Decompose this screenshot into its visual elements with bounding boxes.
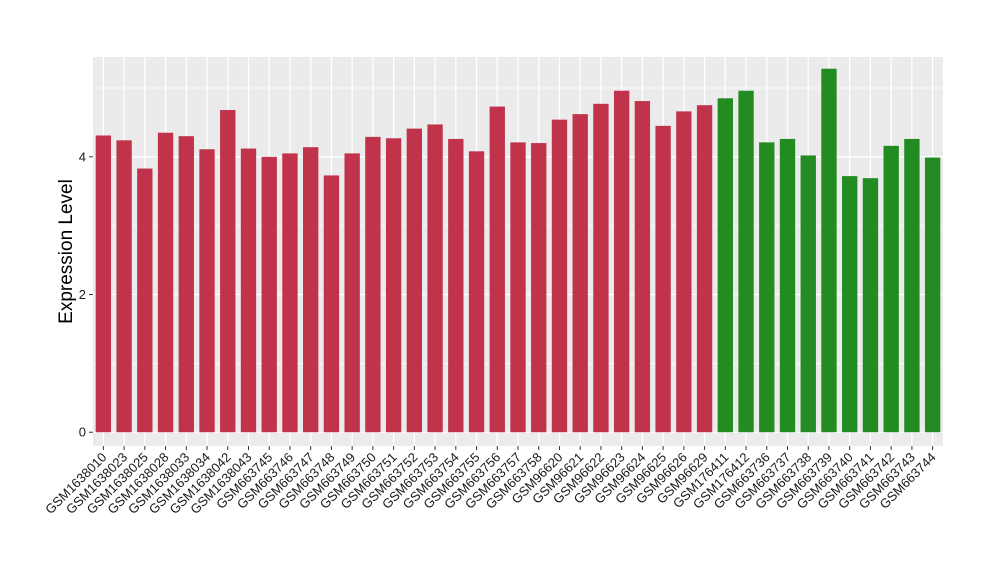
bar-gsm96622 — [593, 103, 609, 433]
bar-gsm663758 — [531, 143, 547, 433]
y-axis-title: Expression Level — [56, 179, 77, 324]
y-tick-label: 4 — [79, 149, 86, 164]
bar-gsm663746 — [282, 153, 298, 433]
bar-gsm96621 — [572, 114, 588, 433]
bar-gsm1638042 — [220, 110, 236, 433]
bar-gsm1638043 — [240, 148, 257, 433]
bar-gsm663739 — [821, 68, 837, 433]
bars — [95, 68, 941, 433]
bar-gsm663751 — [385, 138, 402, 433]
bar-gsm663738 — [800, 155, 816, 433]
bar-gsm1638028 — [157, 132, 174, 433]
bar-gsm663744 — [924, 157, 941, 433]
bar-gsm663757 — [510, 142, 526, 433]
bar-gsm1638023 — [116, 140, 132, 433]
bar-gsm1638033 — [178, 136, 194, 433]
y-tick-label: 0 — [79, 425, 86, 440]
bar-gsm663753 — [427, 124, 443, 433]
bar-gsm96629 — [696, 105, 713, 433]
y-axis-ticks: 0 2 4 — [79, 149, 93, 440]
x-axis-ticks: GSM1638010GSM1638023GSM1638025GSM1638028… — [42, 446, 939, 517]
bar-gsm663736 — [759, 142, 775, 433]
bar-gsm663741 — [862, 178, 879, 433]
bar-gsm1638010 — [95, 135, 112, 433]
bar-gsm663752 — [406, 128, 423, 433]
bar-gsm663754 — [448, 138, 464, 433]
bar-gsm176412 — [738, 90, 754, 433]
bar-gsm663747 — [303, 147, 319, 433]
bar-gsm663748 — [323, 175, 340, 433]
bar-gsm96623 — [613, 90, 630, 433]
bar-gsm663756 — [489, 106, 505, 433]
bar-gsm176411 — [717, 98, 733, 433]
bar-gsm663742 — [883, 145, 899, 433]
bar-gsm1638034 — [199, 149, 215, 433]
bar-gsm663740 — [842, 176, 858, 433]
bar-gsm663749 — [344, 153, 360, 433]
bar-gsm96620 — [551, 119, 568, 433]
bar-gsm96625 — [655, 125, 671, 433]
bar-gsm663737 — [779, 138, 796, 433]
bar-gsm663745 — [261, 156, 277, 433]
y-tick-label: 2 — [79, 287, 86, 302]
bar-gsm663750 — [365, 136, 381, 433]
bar-gsm663743 — [904, 138, 920, 433]
bar-gsm663755 — [468, 151, 485, 433]
bar-gsm96624 — [634, 101, 651, 433]
bar-gsm96626 — [676, 111, 692, 433]
bar-gsm1638025 — [137, 168, 153, 433]
